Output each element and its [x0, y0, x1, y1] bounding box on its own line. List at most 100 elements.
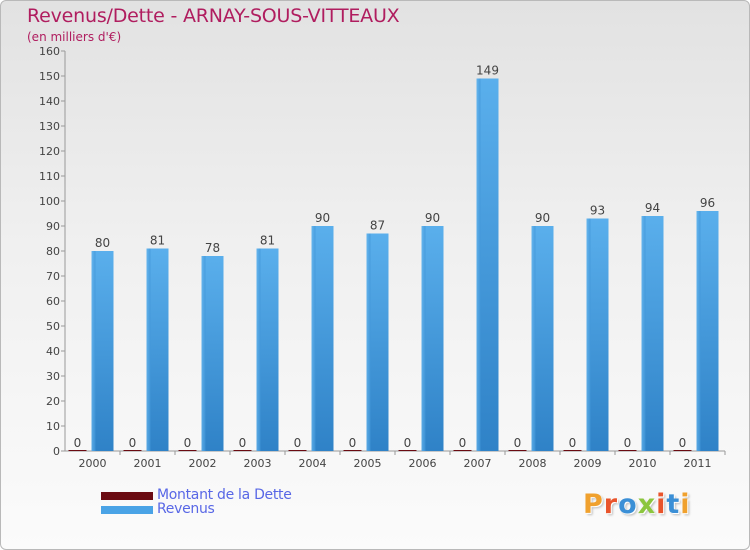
debt-bar: [508, 450, 527, 451]
logo-letter: x: [637, 489, 657, 520]
revenue-bar: [311, 226, 334, 451]
y-tick-label: 110: [39, 170, 60, 183]
revenue-value-label: 80: [95, 236, 110, 250]
debt-bar: [233, 450, 252, 451]
chart-title: Revenus/Dette - ARNAY-SOUS-VITTEAUX: [27, 5, 400, 27]
revenue-value-label: 90: [315, 211, 330, 225]
y-tick-label: 10: [46, 420, 60, 433]
revenue-bar-highlight: [311, 226, 316, 451]
logo-letter: i: [656, 489, 667, 520]
y-tick-label: 70: [46, 270, 60, 283]
debt-value-label: 0: [679, 436, 687, 450]
debt-bar: [618, 450, 637, 451]
revenue-value-label: 81: [150, 234, 165, 248]
legend-swatch-revenue: [101, 506, 153, 514]
debt-bar: [68, 450, 87, 451]
x-tick-label: 2000: [79, 457, 107, 470]
y-tick-label: 20: [46, 395, 60, 408]
y-tick-label: 90: [46, 220, 60, 233]
revenue-value-label: 96: [700, 196, 715, 210]
x-tick-label: 2007: [464, 457, 492, 470]
x-tick-label: 2003: [244, 457, 272, 470]
legend-label-debt: Montant de la Dette: [157, 487, 292, 503]
revenue-bar-highlight: [421, 226, 426, 451]
debt-value-label: 0: [459, 436, 467, 450]
logo-letter: t: [666, 489, 681, 520]
logo-letter: o: [618, 489, 638, 520]
revenue-value-label: 78: [205, 241, 220, 255]
revenue-bar-highlight: [146, 248, 151, 451]
debt-bar: [398, 450, 417, 451]
x-tick-label: 2001: [134, 457, 162, 470]
revenue-bar-highlight: [586, 218, 591, 451]
revenue-bar-highlight: [641, 216, 646, 451]
y-tick-label: 150: [39, 70, 60, 83]
y-tick-label: 140: [39, 95, 60, 108]
revenue-bar-highlight: [366, 233, 371, 451]
bars-layer: [68, 78, 719, 451]
revenue-value-label: 93: [590, 204, 605, 218]
x-tick-label: 2008: [519, 457, 547, 470]
logo-letter: P: [583, 489, 604, 520]
revenue-bar-highlight: [91, 251, 96, 451]
revenue-bar-highlight: [476, 78, 481, 451]
x-tick-label: 2010: [629, 457, 657, 470]
revenue-bar-highlight: [201, 256, 206, 451]
legend-label-revenue: Revenus: [157, 501, 215, 517]
revenue-bar: [586, 218, 609, 451]
debt-value-label: 0: [129, 436, 137, 450]
debt-value-label: 0: [184, 436, 192, 450]
chart-subtitle: (en milliers d'€): [27, 30, 122, 44]
debt-bar: [563, 450, 582, 451]
x-tick-label: 2006: [409, 457, 437, 470]
revenue-bar-highlight: [256, 248, 261, 451]
debt-bar: [343, 450, 362, 451]
debt-bar: [673, 450, 692, 451]
proxiti-logo: Proxiti: [583, 489, 691, 520]
debt-bar: [453, 450, 472, 451]
legend-swatch-debt: [101, 492, 153, 500]
revenue-bar: [696, 211, 719, 451]
revenue-value-label: 90: [535, 211, 550, 225]
revenue-bar-highlight: [531, 226, 536, 451]
y-tick-label: 60: [46, 295, 60, 308]
axis-layer: 0 10 20 30 40 50 60 70 80 90 100 110 120 130 140 150 160…: [39, 45, 726, 470]
debt-bar: [288, 450, 307, 451]
x-tick-label: 2011: [684, 457, 712, 470]
debt-value-label: 0: [514, 436, 522, 450]
y-tick-label: 50: [46, 320, 60, 333]
debt-value-label: 0: [624, 436, 632, 450]
revenue-value-label: 87: [370, 219, 385, 233]
debt-value-label: 0: [404, 436, 412, 450]
logo-letter: r: [603, 489, 619, 520]
revenue-value-label: 94: [645, 201, 660, 215]
revenue-bar: [531, 226, 554, 451]
debt-bar: [123, 450, 142, 451]
x-tick-label: 2004: [299, 457, 327, 470]
debt-value-label: 0: [239, 436, 247, 450]
y-tick-label: 100: [39, 195, 60, 208]
y-tick-label: 130: [39, 120, 60, 133]
revenue-bar: [421, 226, 444, 451]
y-tick-label: 80: [46, 245, 60, 258]
revenue-bar: [641, 216, 664, 451]
y-tick-label: 160: [39, 45, 60, 58]
logo-letter: i: [680, 489, 691, 520]
x-tick-label: 2002: [189, 457, 217, 470]
revenue-value-label: 90: [425, 211, 440, 225]
labels-layer: 0 80 0 81 0 78 0 81 0 90 0 87 0 90 0 149 0 90 0 93 0 94 0 96: [74, 64, 715, 451]
y-tick-label: 0: [53, 445, 60, 458]
revenue-bar: [201, 256, 224, 451]
debt-value-label: 0: [74, 436, 82, 450]
revenue-bar: [146, 248, 169, 451]
y-tick-label: 120: [39, 145, 60, 158]
revenue-value-label: 81: [260, 234, 275, 248]
revenue-bar: [476, 78, 499, 451]
y-tick-label: 30: [46, 370, 60, 383]
revenue-bar: [366, 233, 389, 451]
debt-value-label: 0: [349, 436, 357, 450]
revenue-bar: [256, 248, 279, 451]
debt-bar: [178, 450, 197, 451]
